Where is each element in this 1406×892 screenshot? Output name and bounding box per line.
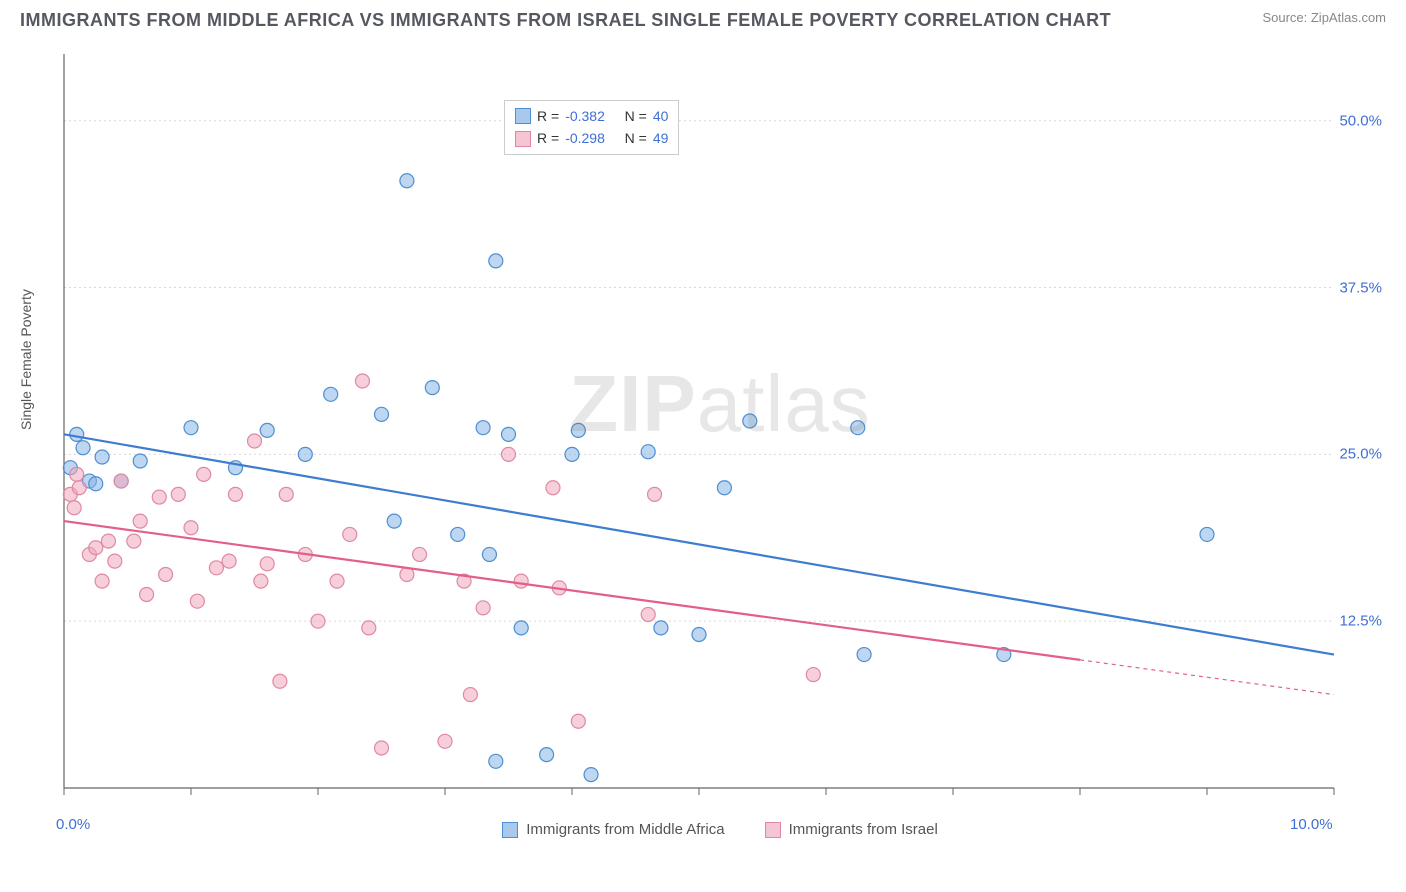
r-label-2: R = <box>537 127 559 149</box>
y-tick-label: 12.5% <box>1339 613 1382 630</box>
swatch-series-2 <box>515 131 531 147</box>
legend-swatch-2 <box>765 822 781 838</box>
scatter-chart <box>54 48 1386 808</box>
legend-item-1: Immigrants from Middle Africa <box>502 821 724 838</box>
r-label: R = <box>537 105 559 127</box>
stats-row-series-2: R = -0.298 N = 49 <box>515 127 668 149</box>
y-axis-label: Single Female Poverty <box>18 289 34 430</box>
legend-swatch-1 <box>502 822 518 838</box>
n-label: N = <box>625 105 647 127</box>
n-label-2: N = <box>625 127 647 149</box>
legend-label-1: Immigrants from Middle Africa <box>526 821 724 838</box>
stats-legend: R = -0.382 N = 40 R = -0.298 N = 49 <box>504 100 679 155</box>
chart-container: ZIPatlas R = -0.382 N = 40 R = -0.298 N … <box>54 48 1386 838</box>
y-tick-label: 50.0% <box>1339 112 1382 129</box>
n-value-1: 40 <box>653 105 669 127</box>
legend-item-2: Immigrants from Israel <box>765 821 938 838</box>
r-value-2: -0.298 <box>565 127 605 149</box>
source-label: Source: ZipAtlas.com <box>1262 10 1386 25</box>
n-value-2: 49 <box>653 127 669 149</box>
swatch-series-1 <box>515 108 531 124</box>
y-tick-label: 37.5% <box>1339 279 1382 296</box>
r-value-1: -0.382 <box>565 105 605 127</box>
bottom-legend: Immigrants from Middle Africa Immigrants… <box>54 821 1386 838</box>
y-tick-label: 25.0% <box>1339 446 1382 463</box>
legend-label-2: Immigrants from Israel <box>789 821 938 838</box>
stats-row-series-1: R = -0.382 N = 40 <box>515 105 668 127</box>
chart-title: IMMIGRANTS FROM MIDDLE AFRICA VS IMMIGRA… <box>20 10 1111 31</box>
